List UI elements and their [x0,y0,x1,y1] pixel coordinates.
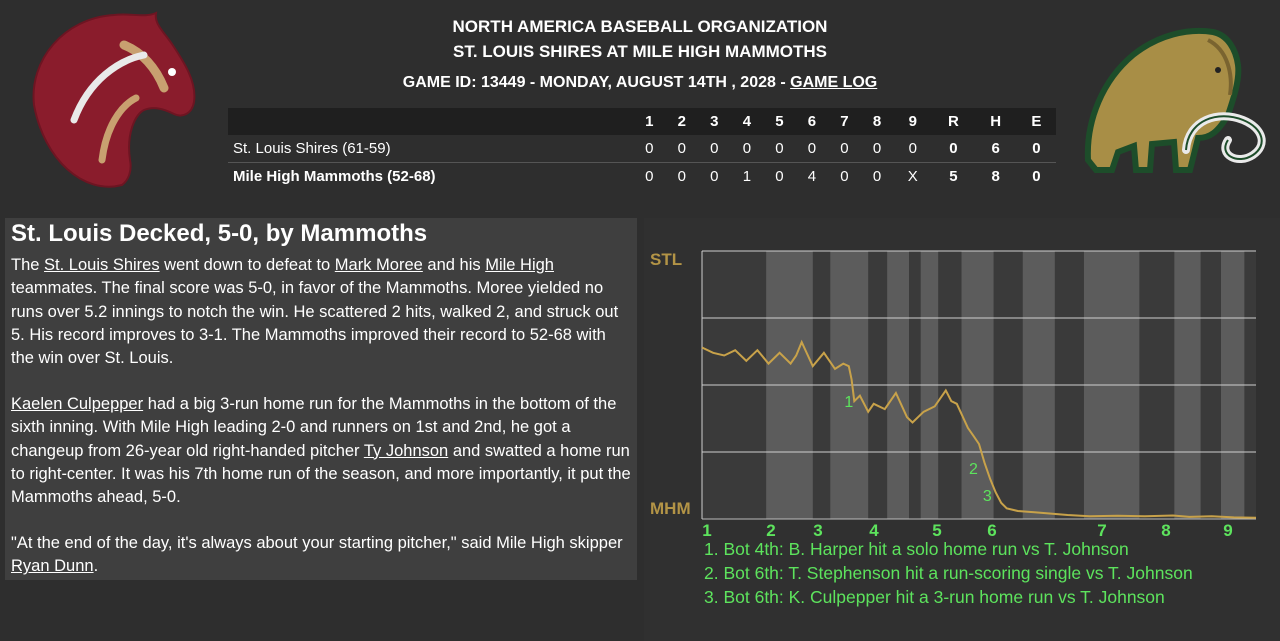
recap-text: . [93,557,99,576]
inning-header: 9 [908,113,917,130]
recap-text: teammates. The final score was 5-0, in f… [11,279,619,368]
inning-score: 0 [645,168,654,185]
inning-header: 6 [807,113,817,130]
inning-score: 0 [710,168,719,185]
event-marker: 1 [844,394,853,411]
inning-tick-label: 5 [932,521,941,538]
game-recap: St. Louis Decked, 5-0, by Mammoths The S… [5,218,637,580]
away-errors: 0 [1032,140,1041,157]
game-info-text: GAME ID: 13449 - MONDAY, AUGUST 14TH , 2… [402,74,791,91]
inning-score: 0 [872,168,882,185]
linescore-header-row: 1 2 3 4 5 6 7 8 9 R H E [228,108,1056,135]
home-hits: 8 [991,168,1000,185]
inning-score: 0 [775,140,784,157]
inning-tick-label: 8 [1161,521,1170,538]
runs-header: R [948,113,959,130]
inning-score: 0 [677,140,686,157]
linescore-header-team [228,108,633,135]
key-event: 3. Bot 6th: K. Culpepper hit a 3-run hom… [704,587,1165,607]
win-probability-line [701,339,1257,519]
inning-score: 0 [908,140,917,157]
horse-logo [32,11,196,188]
inning-tick-label: 7 [1097,521,1106,538]
inning-tick-label: 1 [702,521,711,538]
team-link[interactable]: Mile High [485,256,554,274]
inning-header: 2 [677,113,686,130]
away-runs: 0 [949,140,958,157]
linescore-row-home: Mile High Mammoths (52-68) 0 0 0 1 0 4 0… [228,163,1056,191]
recap-paragraph: The St. Louis Shires went down to defeat… [11,254,633,370]
manager-link[interactable]: Ryan Dunn [11,557,94,576]
inning-score: X [907,168,918,185]
inning-tick-label: 2 [766,521,775,538]
event-marker: 3 [983,488,992,505]
inning-score: 0 [645,140,654,157]
inning-score: 0 [677,168,686,185]
inning-score: 0 [840,140,849,157]
home-team-name: Mile High Mammoths (52-68) [233,168,436,185]
recap-headline: St. Louis Decked, 5-0, by Mammoths [11,220,428,247]
recap-text: went down to defeat to [159,256,335,274]
recap-paragraph: "At the end of the day, it's always abou… [11,532,633,579]
inning-header: 8 [872,113,882,130]
inning-score: 0 [872,140,882,157]
inning-tick-label: 4 [869,521,879,538]
inning-score: 0 [840,168,849,185]
inning-header: 7 [840,113,849,130]
inning-score: 0 [807,140,817,157]
chart-bottom-label: MHM [650,499,691,518]
home-errors: 0 [1032,168,1041,185]
inning-header: 1 [645,113,654,130]
player-link[interactable]: Ty Johnson [363,441,449,460]
event-marker: 2 [969,461,978,478]
inning-header: 4 [742,113,752,130]
recap-text: and swatted a home run to right-center. … [11,441,631,507]
inning-score: 0 [775,168,784,185]
win-probability-panel: STL MHM 1 2 3 1 2 3 4 5 6 7 8 9 1. Bot 4th: B. Harper… [644,218,1280,641]
recap-text: "At the end of the day, it's always abou… [11,534,623,552]
key-event: 2. Bot 6th: T. Stephenson hit a run-scor… [704,563,1193,583]
game-info: GAME ID: 13449 - MONDAY, AUGUST 14TH , 2… [0,74,1280,92]
inning-header: 3 [710,113,719,130]
recap-text: The [11,256,45,274]
away-team-name: St. Louis Shires (61-59) [233,140,391,157]
inning-score: 0 [742,140,752,157]
inning-header: 5 [775,113,784,130]
inning-tick-label: 6 [987,521,996,538]
recap-text: had a big 3-run home run for the Mammoth… [11,395,617,460]
inning-tick-label: 3 [813,521,822,538]
matchup-title: ST. LOUIS SHIRES AT MILE HIGH MAMMOTHS [453,42,827,61]
inning-score: 0 [710,140,719,157]
game-log-link[interactable]: GAME LOG [790,74,878,91]
recap-text: and his [422,256,486,274]
away-hits: 6 [991,140,1000,157]
recap-paragraph: Kaelen Culpepper had a big 3-run home ru… [11,393,633,509]
inning-score: 1 [742,168,752,185]
errors-header: E [1031,113,1042,130]
inning-score: 4 [807,168,817,185]
team-link[interactable]: St. Louis Shires [44,256,160,274]
linescore-table: 1 2 3 4 5 6 7 8 9 R H E St. Louis Shires… [228,108,1056,190]
hits-header: H [990,113,1002,130]
linescore-row-away: St. Louis Shires (61-59) 0 0 0 0 0 0 0 0… [228,135,1056,163]
mammoth-logo [1084,27,1266,173]
chart-top-label: STL [650,250,682,269]
league-title: NORTH AMERICA BASEBALL ORGANIZATION [452,17,828,36]
key-event: 1. Bot 4th: B. Harper hit a solo home ru… [704,539,1129,559]
player-link[interactable]: Mark Moree [334,256,423,274]
home-runs: 5 [949,168,958,185]
inning-tick-label: 9 [1223,521,1232,538]
player-link[interactable]: Kaelen Culpepper [11,395,144,413]
